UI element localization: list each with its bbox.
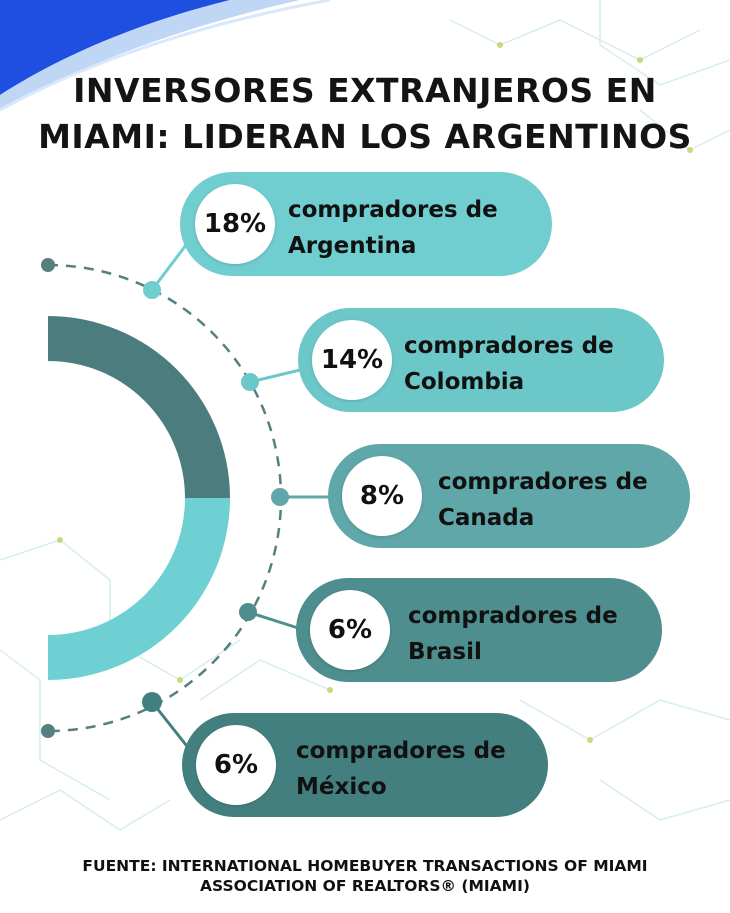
item-brasil: 6% compradores de Brasil — [296, 578, 662, 682]
connectors — [150, 244, 330, 751]
item-label-line-2: Argentina — [288, 233, 417, 259]
item-label-line-2: Brasil — [408, 639, 482, 665]
item-label: compradores de Brasil — [408, 598, 618, 670]
donut-segment-light — [48, 498, 230, 680]
item-label: compradores de Argentina — [288, 192, 498, 264]
item-label-line-1: compradores de — [404, 333, 614, 359]
title-line-1: INVERSORES EXTRANJEROS EN — [73, 71, 657, 110]
item-argentina: 18% compradores de Argentina — [180, 172, 552, 276]
item-label-line-2: Colombia — [404, 369, 525, 395]
source-note: FUENTE: INTERNATIONAL HOMEBUYER TRANSACT… — [0, 856, 730, 896]
item-canada: 8% compradores de Canada — [328, 444, 690, 548]
percent-badge: 14% — [312, 320, 392, 400]
item-label-line-1: compradores de — [438, 469, 648, 495]
blue-swoosh-line — [0, 0, 331, 112]
item-mexico: 6% compradores de México — [182, 713, 548, 817]
item-label: compradores de Colombia — [404, 328, 614, 400]
blue-swoosh — [0, 0, 230, 95]
page-title: INVERSORES EXTRANJEROS EN MIAMI: LIDERAN… — [0, 68, 730, 160]
network-dots-top — [497, 42, 693, 153]
item-colombia: 14% compradores de Colombia — [298, 308, 664, 412]
title-line-2: MIAMI: LIDERAN LOS ARGENTINOS — [38, 117, 692, 156]
percent-badge: 6% — [310, 590, 390, 670]
item-label-line-2: México — [296, 774, 387, 800]
arc-end-dot-top — [41, 258, 55, 272]
percent-badge: 18% — [195, 184, 275, 264]
item-label-line-2: Canada — [438, 505, 535, 531]
connector-dots — [142, 281, 289, 712]
item-label: compradores de Canada — [438, 464, 648, 536]
item-label-line-1: compradores de — [296, 738, 506, 764]
percent-badge: 8% — [342, 456, 422, 536]
item-label-line-1: compradores de — [408, 603, 618, 629]
item-label: compradores de México — [296, 733, 506, 805]
donut-segment-dark — [48, 316, 230, 498]
source-line-1: FUENTE: INTERNATIONAL HOMEBUYER TRANSACT… — [82, 857, 648, 875]
percent-badge: 6% — [196, 725, 276, 805]
network-dots-bottom — [57, 537, 593, 743]
source-line-2: ASSOCIATION OF REALTORS® (MIAMI) — [200, 877, 530, 895]
item-label-line-1: compradores de — [288, 197, 498, 223]
arc-end-dot-bottom — [41, 724, 55, 738]
